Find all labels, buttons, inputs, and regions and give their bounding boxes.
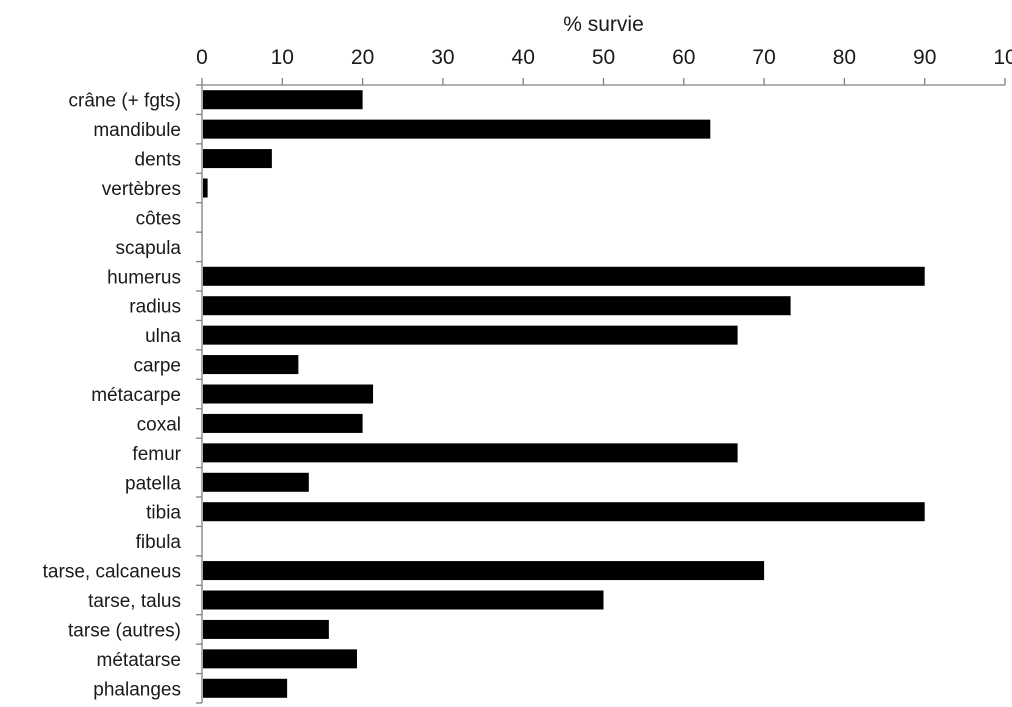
y-tick-label: tibia bbox=[146, 503, 181, 524]
bar bbox=[203, 178, 208, 198]
bar bbox=[203, 325, 738, 345]
y-tick-label: métatarse bbox=[97, 650, 181, 671]
x-tick-label: 0 bbox=[196, 46, 208, 69]
y-tick-label: phalanges bbox=[93, 679, 181, 700]
y-tick-label: ulna bbox=[145, 326, 181, 347]
bar bbox=[203, 649, 357, 669]
bar bbox=[203, 296, 791, 316]
bar bbox=[203, 90, 363, 110]
y-tick-label: tarse, talus bbox=[88, 591, 181, 612]
y-tick-label: tarse, calcaneus bbox=[43, 562, 181, 583]
y-tick-label: dents bbox=[135, 150, 181, 171]
bar bbox=[203, 561, 765, 581]
bar bbox=[203, 355, 299, 375]
y-tick-label: patella bbox=[125, 473, 181, 494]
bar bbox=[203, 413, 363, 433]
y-tick-label: métacarpe bbox=[91, 385, 181, 406]
bar bbox=[203, 149, 272, 169]
x-tick-label: 30 bbox=[431, 46, 454, 69]
x-tick-label: 80 bbox=[833, 46, 856, 69]
bar bbox=[203, 472, 309, 492]
bar bbox=[203, 619, 329, 639]
bar bbox=[203, 384, 374, 404]
bar bbox=[203, 502, 925, 522]
y-tick-label: tarse (autres) bbox=[68, 620, 181, 641]
y-tick-label: carpe bbox=[133, 356, 181, 377]
x-tick-label: 10 bbox=[993, 46, 1012, 69]
y-tick-label: scapula bbox=[116, 238, 182, 259]
bar bbox=[203, 443, 738, 463]
bar bbox=[203, 678, 288, 698]
x-tick-label: 90 bbox=[913, 46, 936, 69]
x-tick-label: 60 bbox=[672, 46, 695, 69]
x-tick-label: 20 bbox=[351, 46, 374, 69]
y-tick-label: crâne (+ fgts) bbox=[69, 91, 181, 112]
y-tick-label: coxal bbox=[137, 414, 181, 435]
x-tick-label: 50 bbox=[592, 46, 615, 69]
y-tick-label: fibula bbox=[136, 532, 182, 553]
x-tick-label: 10 bbox=[271, 46, 294, 69]
bar bbox=[203, 590, 604, 610]
x-tick-label: 40 bbox=[512, 46, 535, 69]
y-tick-label: radius bbox=[129, 297, 181, 318]
y-tick-label: mandibule bbox=[93, 120, 181, 141]
y-tick-label: humerus bbox=[107, 267, 181, 288]
x-axis-title: % survie bbox=[563, 13, 644, 36]
x-tick-label: 70 bbox=[752, 46, 775, 69]
y-tick-label: vertèbres bbox=[102, 179, 181, 200]
y-tick-label: femur bbox=[132, 444, 181, 465]
y-tick-label: côtes bbox=[136, 208, 181, 229]
bar bbox=[203, 266, 925, 286]
bar bbox=[203, 119, 711, 139]
